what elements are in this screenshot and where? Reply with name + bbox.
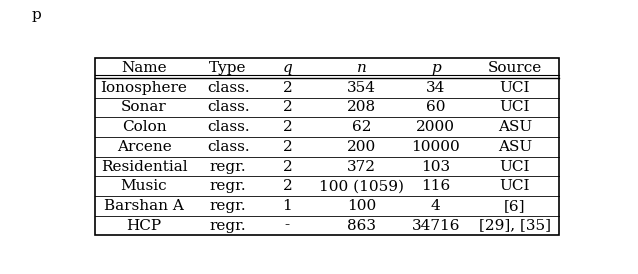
Text: 10000: 10000: [412, 140, 460, 154]
Text: 4: 4: [431, 199, 441, 213]
Text: class.: class.: [207, 81, 249, 95]
Text: UCI: UCI: [500, 81, 530, 95]
Text: q: q: [283, 61, 292, 75]
Text: Name: Name: [121, 61, 167, 75]
Text: [29], [35]: [29], [35]: [479, 219, 551, 233]
Text: 34: 34: [426, 81, 445, 95]
Text: 2: 2: [283, 81, 292, 95]
Text: 2: 2: [283, 159, 292, 173]
Text: ASU: ASU: [498, 140, 532, 154]
Text: regr.: regr.: [210, 179, 246, 193]
Text: HCP: HCP: [126, 219, 161, 233]
Text: 103: 103: [421, 159, 450, 173]
Text: 1: 1: [283, 199, 292, 213]
Text: 354: 354: [347, 81, 376, 95]
Text: 100 (1059): 100 (1059): [319, 179, 404, 193]
Text: Source: Source: [487, 61, 542, 75]
Bar: [94, 58, 560, 235]
Text: Arcene: Arcene: [117, 140, 172, 154]
Text: 2: 2: [283, 179, 292, 193]
Text: [6]: [6]: [504, 199, 526, 213]
Text: 2: 2: [283, 101, 292, 115]
Text: 372: 372: [347, 159, 376, 173]
Text: 116: 116: [421, 179, 450, 193]
Text: 60: 60: [426, 101, 445, 115]
Text: UCI: UCI: [500, 101, 530, 115]
Text: Colon: Colon: [122, 120, 167, 134]
Text: 200: 200: [347, 140, 376, 154]
Text: UCI: UCI: [500, 179, 530, 193]
Text: class.: class.: [207, 120, 249, 134]
Text: 863: 863: [347, 219, 376, 233]
Text: n: n: [357, 61, 366, 75]
Text: Ionosphere: Ionosphere: [101, 81, 188, 95]
Text: Type: Type: [209, 61, 247, 75]
Text: regr.: regr.: [210, 199, 246, 213]
Text: 2: 2: [283, 140, 292, 154]
Text: Residential: Residential: [101, 159, 188, 173]
Text: 208: 208: [347, 101, 376, 115]
Text: class.: class.: [207, 101, 249, 115]
Text: regr.: regr.: [210, 159, 246, 173]
Text: regr.: regr.: [210, 219, 246, 233]
Text: UCI: UCI: [500, 159, 530, 173]
Text: ASU: ASU: [498, 120, 532, 134]
Text: class.: class.: [207, 140, 249, 154]
Text: -: -: [285, 219, 290, 233]
Text: 100: 100: [347, 199, 376, 213]
Text: p: p: [431, 61, 441, 75]
Text: 2: 2: [283, 120, 292, 134]
Text: Sonar: Sonar: [121, 101, 167, 115]
Text: 2000: 2000: [416, 120, 456, 134]
Text: 34716: 34716: [412, 219, 460, 233]
Text: Barshan A: Barshan A: [104, 199, 184, 213]
Text: 62: 62: [352, 120, 371, 134]
Text: Music: Music: [121, 179, 167, 193]
Text: p: p: [32, 8, 41, 22]
